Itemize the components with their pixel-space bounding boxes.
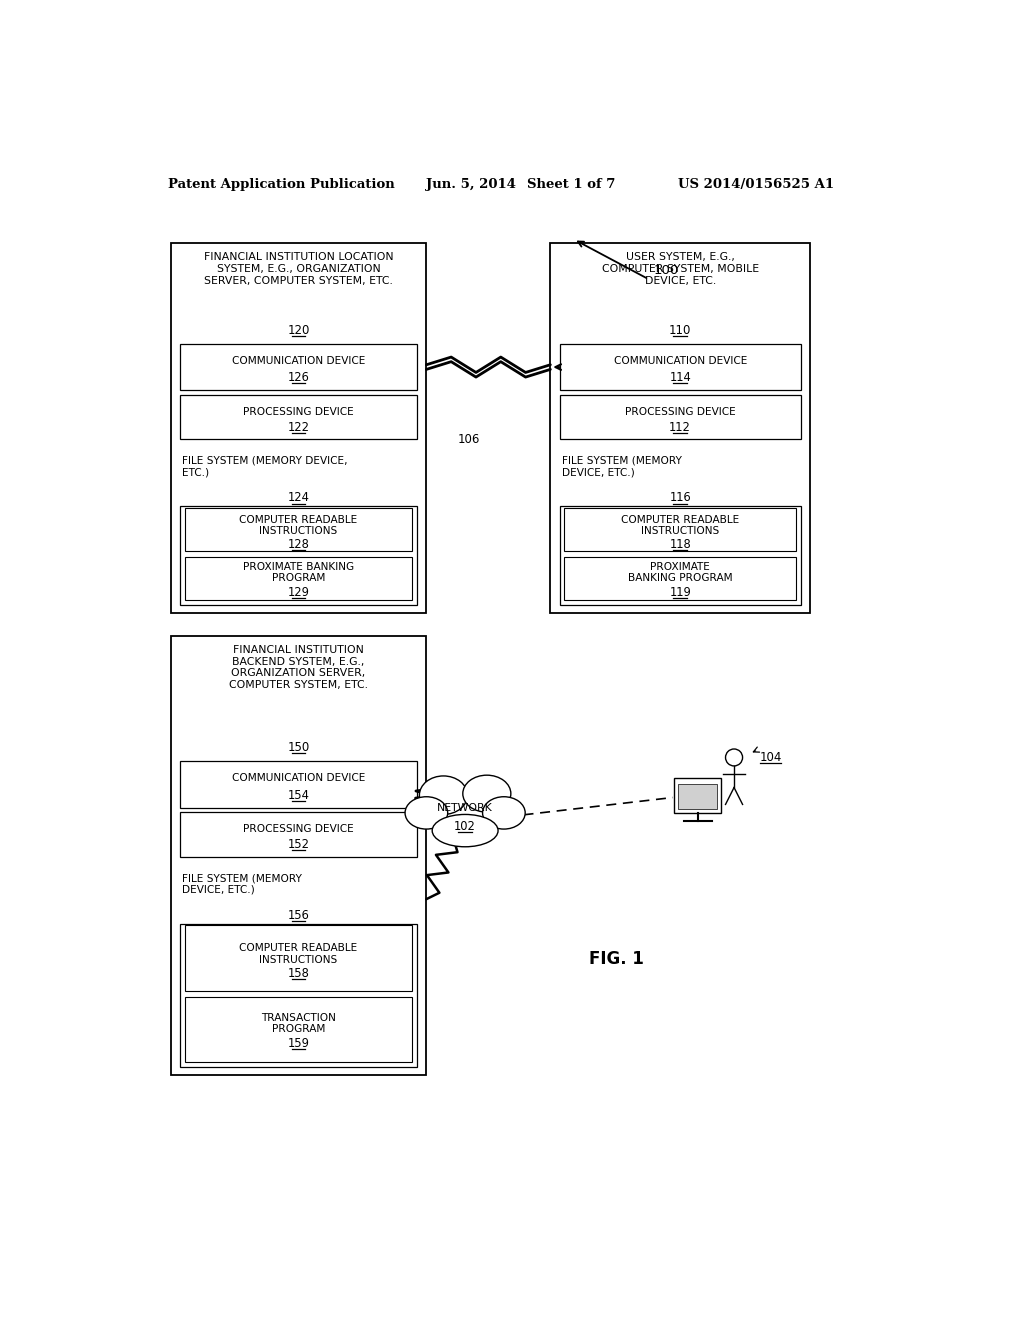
Text: 104: 104 [760, 751, 782, 764]
Text: FINANCIAL INSTITUTION LOCATION
SYSTEM, E.G., ORGANIZATION
SERVER, COMPUTER SYSTE: FINANCIAL INSTITUTION LOCATION SYSTEM, E… [204, 252, 393, 285]
Text: Patent Application Publication: Patent Application Publication [168, 178, 395, 190]
Text: 119: 119 [670, 586, 691, 599]
Text: NETWORK: NETWORK [437, 803, 493, 813]
Bar [560, 345, 801, 391]
Text: 156: 156 [288, 908, 309, 921]
Bar [184, 925, 413, 991]
Bar [171, 636, 426, 1074]
Bar [180, 762, 417, 808]
Bar [184, 997, 413, 1063]
Text: 120: 120 [288, 323, 309, 337]
Text: PROCESSING DEVICE: PROCESSING DEVICE [243, 824, 354, 834]
Text: 128: 128 [288, 539, 309, 552]
Bar [184, 557, 413, 601]
Text: COMPUTER READABLE
INSTRUCTIONS: COMPUTER READABLE INSTRUCTIONS [240, 515, 357, 536]
Bar [550, 243, 810, 612]
Text: 159: 159 [288, 1038, 309, 1049]
Text: 126: 126 [288, 371, 309, 384]
Text: PROXIMATE
BANKING PROGRAM: PROXIMATE BANKING PROGRAM [628, 562, 732, 583]
Text: FILE SYSTEM (MEMORY DEVICE,
ETC.): FILE SYSTEM (MEMORY DEVICE, ETC.) [182, 455, 348, 478]
Text: PROCESSING DEVICE: PROCESSING DEVICE [243, 407, 354, 417]
Text: USER SYSTEM, E.G.,
COMPUTER SYSTEM, MOBILE
DEVICE, ETC.: USER SYSTEM, E.G., COMPUTER SYSTEM, MOBI… [602, 252, 759, 285]
Bar [180, 507, 417, 605]
Text: US 2014/0156525 A1: US 2014/0156525 A1 [678, 178, 835, 190]
Ellipse shape [482, 797, 525, 829]
Bar [564, 508, 796, 552]
Text: 158: 158 [288, 968, 309, 979]
Text: 152: 152 [288, 838, 309, 851]
Bar [180, 395, 417, 440]
Text: COMMUNICATION DEVICE: COMMUNICATION DEVICE [613, 356, 746, 366]
Ellipse shape [463, 775, 511, 812]
Text: FINANCIAL INSTITUTION
BACKEND SYSTEM, E.G.,
ORGANIZATION SERVER,
COMPUTER SYSTEM: FINANCIAL INSTITUTION BACKEND SYSTEM, E.… [229, 645, 368, 690]
Text: 124: 124 [288, 491, 309, 504]
Text: COMMUNICATION DEVICE: COMMUNICATION DEVICE [231, 774, 366, 783]
Ellipse shape [420, 776, 467, 814]
Bar [180, 345, 417, 391]
Bar [180, 924, 417, 1067]
Ellipse shape [432, 814, 498, 847]
Ellipse shape [424, 788, 506, 838]
Bar [171, 243, 426, 612]
Text: 118: 118 [670, 539, 691, 552]
Text: COMMUNICATION DEVICE: COMMUNICATION DEVICE [231, 356, 366, 366]
Text: FIG. 1: FIG. 1 [589, 950, 644, 968]
Text: PROXIMATE BANKING
PROGRAM: PROXIMATE BANKING PROGRAM [243, 562, 354, 583]
Text: 110: 110 [669, 323, 691, 337]
Text: 122: 122 [288, 421, 309, 434]
Text: 150: 150 [288, 741, 309, 754]
Text: 154: 154 [288, 788, 309, 801]
Text: 102: 102 [455, 820, 476, 833]
Bar [184, 508, 413, 552]
Text: FILE SYSTEM (MEMORY
DEVICE, ETC.): FILE SYSTEM (MEMORY DEVICE, ETC.) [562, 455, 682, 478]
Text: Sheet 1 of 7: Sheet 1 of 7 [527, 178, 615, 190]
Text: Jun. 5, 2014: Jun. 5, 2014 [426, 178, 516, 190]
Bar [675, 779, 721, 813]
Text: 106: 106 [458, 433, 480, 446]
Bar [678, 784, 717, 809]
Bar [560, 507, 801, 605]
Text: COMPUTER READABLE
INSTRUCTIONS: COMPUTER READABLE INSTRUCTIONS [240, 944, 357, 965]
Text: PROCESSING DEVICE: PROCESSING DEVICE [625, 407, 735, 417]
Bar [180, 812, 417, 857]
Text: TRANSACTION
PROGRAM: TRANSACTION PROGRAM [261, 1012, 336, 1035]
Bar [560, 395, 801, 440]
Text: 100: 100 [653, 264, 679, 277]
Text: 116: 116 [670, 491, 691, 504]
Text: COMPUTER READABLE
INSTRUCTIONS: COMPUTER READABLE INSTRUCTIONS [622, 515, 739, 536]
Text: 129: 129 [288, 586, 309, 599]
Text: 112: 112 [670, 421, 691, 434]
Bar [564, 557, 796, 601]
Ellipse shape [406, 797, 447, 829]
Text: FILE SYSTEM (MEMORY
DEVICE, ETC.): FILE SYSTEM (MEMORY DEVICE, ETC.) [182, 874, 302, 895]
Text: 114: 114 [670, 371, 691, 384]
